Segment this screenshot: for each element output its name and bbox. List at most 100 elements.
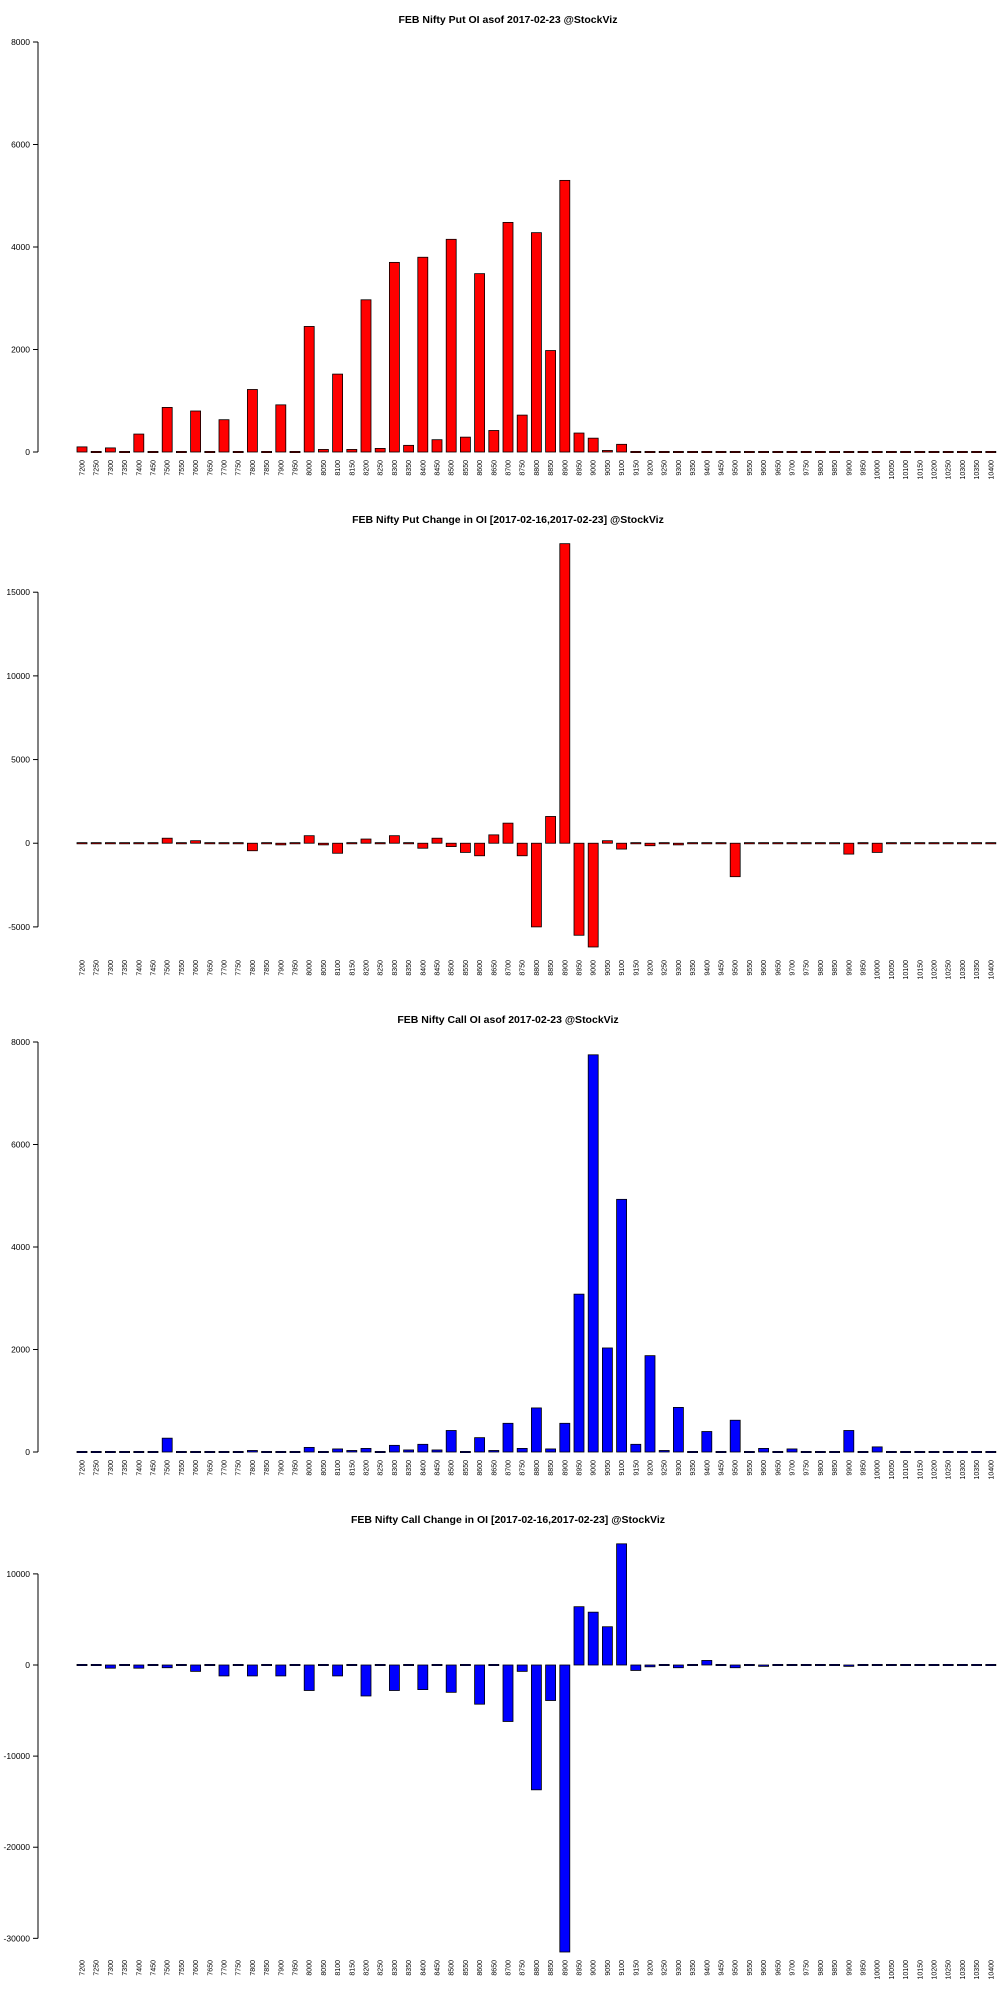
x-tick-label: 10150: [917, 960, 924, 980]
x-tick-label: 8550: [463, 1460, 470, 1476]
x-tick-label: 8200: [364, 460, 371, 476]
x-tick-label: 10000: [875, 1460, 882, 1480]
x-tick-label: 7300: [108, 1960, 115, 1976]
bar-8800: [531, 232, 542, 453]
x-tick-label: 8300: [392, 960, 399, 976]
x-tick-label: 8900: [562, 1960, 569, 1976]
x-tick-label: 8750: [520, 1960, 527, 1976]
x-tick-label: 9600: [761, 1960, 768, 1976]
x-tick-label: 9300: [676, 960, 683, 976]
x-tick-label: 9750: [804, 1460, 811, 1476]
bar-7700: [218, 1664, 230, 1677]
x-tick-label: 8250: [378, 960, 385, 976]
y-tick-label: 5000: [11, 755, 30, 765]
bar-7650: [204, 1663, 216, 1666]
bar-8150: [346, 1450, 358, 1453]
bar-10000: [871, 450, 883, 453]
bar-9700: [786, 842, 798, 845]
bar-7600: [190, 1664, 202, 1672]
bar-10300: [957, 842, 968, 845]
bar-9300: [673, 450, 684, 453]
x-tick-label: 8500: [449, 1960, 456, 1976]
bar-9300: [673, 1407, 684, 1453]
x-tick-label: 8250: [378, 460, 385, 476]
bar-10400: [985, 1663, 997, 1666]
bar-9400: [701, 842, 713, 845]
x-tick-label: 7600: [193, 1960, 200, 1976]
x-tick-label: 9700: [790, 460, 797, 476]
x-tick-label: 7500: [165, 1460, 172, 1476]
bar-9450: [715, 1450, 727, 1453]
bar-9200: [644, 450, 656, 453]
bar-8800: [531, 1407, 542, 1453]
x-tick-label: 8600: [477, 1960, 484, 1976]
x-tick-label: 9600: [761, 1460, 768, 1476]
bar-8200: [360, 838, 372, 844]
y-tick-label: 2000: [11, 345, 30, 355]
bar-7500: [161, 1437, 173, 1453]
x-tick-label: 10300: [960, 1960, 967, 1980]
x-tick-label: 9950: [861, 1960, 868, 1976]
x-tick-label: 8300: [392, 460, 399, 476]
bar-8500: [445, 1664, 457, 1693]
x-tick-label: 7800: [250, 1460, 257, 1476]
bar-9700: [786, 1663, 798, 1666]
x-tick-label: 8800: [534, 1460, 541, 1476]
bar-9650: [772, 450, 784, 453]
x-tick-label: 9000: [591, 1460, 598, 1476]
x-tick-label: 10100: [903, 1960, 910, 1980]
bar-9800: [815, 1450, 826, 1453]
x-tick-label: 8250: [378, 1960, 385, 1976]
bar-9650: [772, 1663, 784, 1666]
x-tick-label: 8700: [506, 1460, 513, 1476]
x-tick-label: 7500: [165, 460, 172, 476]
bar-8450: [431, 837, 443, 844]
x-tick-label: 9250: [662, 1960, 669, 1976]
bar-10400: [985, 450, 997, 453]
x-tick-label: 7650: [207, 1960, 214, 1976]
x-tick-label: 8400: [420, 1960, 427, 1976]
bar-9200: [644, 1664, 656, 1668]
bar-9550: [744, 842, 755, 845]
bar-9850: [829, 842, 840, 845]
bar-9650: [772, 1450, 784, 1453]
x-tick-label: 8650: [491, 460, 498, 476]
x-tick-label: 8500: [449, 1460, 456, 1476]
x-tick-label: 9200: [648, 960, 655, 976]
x-tick-label: 9900: [846, 960, 853, 976]
x-tick-label: 8400: [420, 460, 427, 476]
bar-7750: [232, 450, 244, 453]
y-tick-label: 8000: [11, 37, 30, 47]
x-tick-label: 7250: [94, 960, 101, 976]
bar-9400: [701, 1660, 713, 1666]
bar-7650: [204, 1450, 216, 1453]
bar-8150: [346, 1663, 358, 1666]
x-tick-label: 8500: [449, 960, 456, 976]
x-tick-label: 8950: [577, 960, 584, 976]
bar-8500: [445, 842, 457, 847]
bar-9100: [616, 443, 627, 453]
bar-10250: [942, 1663, 954, 1666]
x-tick-label: 8600: [477, 960, 484, 976]
x-tick-label: 8700: [506, 1960, 513, 1976]
y-tick-label: 4000: [11, 1242, 30, 1252]
bar-9600: [758, 842, 769, 845]
bar-9900: [843, 450, 855, 453]
y-tick-label: 0: [25, 1660, 30, 1670]
bar-8400: [417, 256, 429, 453]
bar-9350: [687, 1663, 698, 1666]
x-tick-label: 7450: [151, 1960, 158, 1976]
x-tick-label: 9450: [719, 960, 726, 976]
bar-10200: [928, 1663, 940, 1666]
y-tick-label: -30000: [4, 1933, 31, 1943]
bar-7550: [175, 842, 187, 845]
x-tick-label: 9650: [775, 960, 782, 976]
x-tick-label: 8350: [406, 1460, 413, 1476]
x-tick-label: 9850: [832, 1960, 839, 1976]
bar-8750: [516, 1664, 528, 1672]
bar-10200: [928, 842, 940, 845]
x-tick-label: 9150: [633, 960, 640, 976]
bar-9850: [829, 450, 840, 453]
bar-7950: [289, 842, 301, 845]
